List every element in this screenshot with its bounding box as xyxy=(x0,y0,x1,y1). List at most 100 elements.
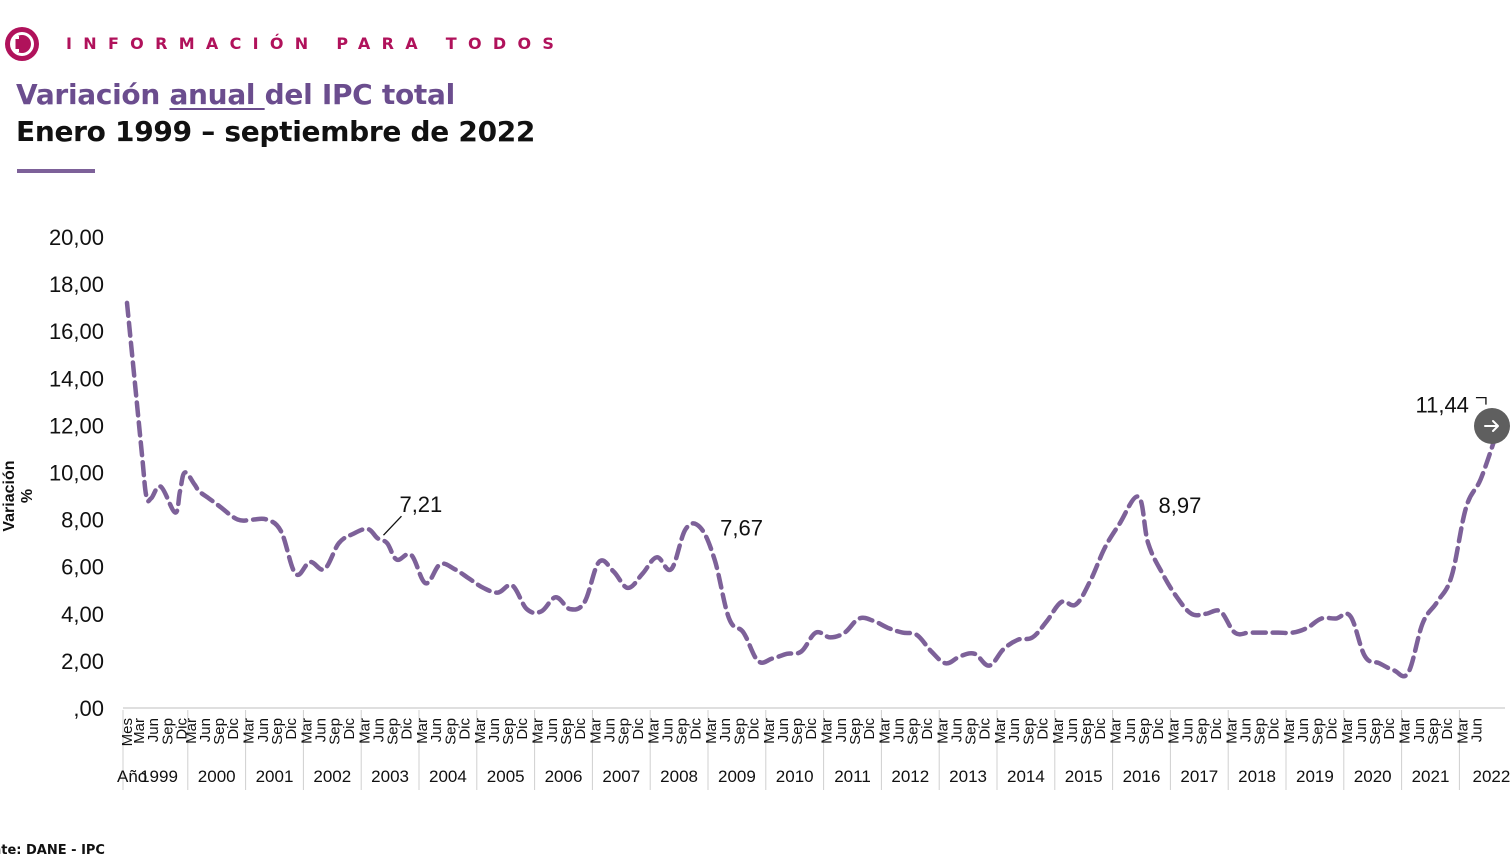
y-tick-label: 6,00 xyxy=(61,555,104,580)
x-month-label-text: Dic xyxy=(977,718,994,740)
x-month-label: Jun xyxy=(1122,718,1139,742)
x-month-label-text: Mar xyxy=(472,718,489,744)
x-month-label-text: Dic xyxy=(456,718,473,740)
x-year-label: 2016 xyxy=(1123,767,1161,786)
x-month-label: Dic xyxy=(1034,718,1051,740)
x-month-label-text: Mar xyxy=(876,718,893,744)
x-month-label-text: Mar xyxy=(819,718,836,744)
x-month-label-text: Mar xyxy=(356,718,373,744)
x-month-label-text: Mar xyxy=(1223,718,1240,744)
x-month-label-text: Jun xyxy=(1180,718,1197,742)
x-month-label: Dic xyxy=(803,718,820,740)
x-month-label: Mar xyxy=(414,718,431,744)
x-month-label: Dic xyxy=(688,718,705,740)
x-month-label-text: Dic xyxy=(1150,718,1167,740)
data-label: 11,44 xyxy=(1416,393,1469,418)
x-year-label: 2003 xyxy=(371,767,409,786)
y-axis-title-line-1: Variación xyxy=(1,460,18,531)
x-year-label: 2020 xyxy=(1354,767,1392,786)
x-month-label-text: Dic xyxy=(341,718,358,740)
x-month-label: Dic xyxy=(173,718,190,740)
x-month-label-text: Mar xyxy=(131,718,148,744)
x-month-label: Jun xyxy=(1237,718,1254,742)
x-month-label-text: Sep xyxy=(500,718,517,745)
x-month-label-text: Jun xyxy=(1411,718,1428,742)
x-year-header: Año xyxy=(117,767,147,786)
x-month-label: Sep xyxy=(1251,718,1268,745)
x-year-label: 2019 xyxy=(1296,767,1334,786)
x-month-label: Mar xyxy=(1281,718,1298,744)
x-month-label: Dic xyxy=(341,718,358,740)
x-month-label-text: Jun xyxy=(891,718,908,742)
x-month-label-text: Dic xyxy=(283,718,300,740)
x-month-label: Sep xyxy=(384,718,401,745)
y-tick-label: 20,00 xyxy=(49,225,104,250)
x-month-label: Dic xyxy=(399,718,416,740)
x-month-label: Sep xyxy=(1136,718,1153,745)
x-month-label: Sep xyxy=(789,718,806,745)
x-month-label: Sep xyxy=(847,718,864,745)
x-year-label: 1999 xyxy=(140,767,178,786)
x-year-label: 2010 xyxy=(776,767,814,786)
x-month-label-text: Mar xyxy=(992,718,1009,744)
x-month-label-text: Sep xyxy=(847,718,864,745)
data-label: 8,97 xyxy=(1159,493,1202,518)
x-month-label-text: Jun xyxy=(1064,718,1081,742)
y-axis-title: Variación% xyxy=(1,460,36,531)
x-month-label: Jun xyxy=(1295,718,1312,742)
x-month-label-text: Dic xyxy=(572,718,589,740)
x-month-label-text: Mar xyxy=(530,718,547,744)
x-month-label-text: Jun xyxy=(313,718,330,742)
x-month-label-text: Mar xyxy=(1281,718,1298,744)
x-month-label: Dic xyxy=(861,718,878,740)
x-month-label-text: Dic xyxy=(630,718,647,740)
x-month-label: Sep xyxy=(500,718,517,745)
x-month-label-text: Dic xyxy=(1323,718,1340,740)
x-month-label-text: Jun xyxy=(1006,718,1023,742)
x-month-label-text: Sep xyxy=(1194,718,1211,745)
y-tick-label: 14,00 xyxy=(49,366,104,391)
x-month-label: Mar xyxy=(992,718,1009,744)
x-year-label: 2015 xyxy=(1065,767,1103,786)
x-month-label: Jun xyxy=(1180,718,1197,742)
x-month-label-text: Mar xyxy=(761,718,778,744)
x-month-label: Dic xyxy=(572,718,589,740)
x-month-label: Jun xyxy=(1411,718,1428,742)
x-month-label-text: Dic xyxy=(919,718,936,740)
brand-header: INFORMACIÓN PARA TODOS xyxy=(4,26,554,62)
x-month-label: Mar xyxy=(587,718,604,744)
x-month-label-text: Jun xyxy=(717,718,734,742)
x-month-label: Dic xyxy=(1323,718,1340,740)
x-month-label-text: Dic xyxy=(173,718,190,740)
x-month-label-text: Dic xyxy=(1034,718,1051,740)
x-month-label: Dic xyxy=(745,718,762,740)
dane-logo-icon xyxy=(5,27,39,61)
x-month-label: Sep xyxy=(1194,718,1211,745)
ipc-line-chart: 20,00 18,00 16,00 14,00 12,00 10,00 8,00 6,00 4,… xyxy=(1,225,1510,790)
x-month-label-text: Jun xyxy=(544,718,561,742)
x-month-label: Dic xyxy=(977,718,994,740)
x-month-label: Dic xyxy=(1208,718,1225,740)
x-year-label: 2014 xyxy=(1007,767,1045,786)
x-month-label-text: Mar xyxy=(1339,718,1356,744)
x-month-label-text: Mar xyxy=(587,718,604,744)
next-button[interactable] xyxy=(1474,408,1510,444)
x-month-label: Mar xyxy=(356,718,373,744)
x-month-label-text: Sep xyxy=(558,718,575,745)
x-month-label-text: Dic xyxy=(861,718,878,740)
x-month-label: Jun xyxy=(486,718,503,742)
x-month-label: Dic xyxy=(283,718,300,740)
x-year-label: 2013 xyxy=(949,767,987,786)
x-month-label-text: Dic xyxy=(745,718,762,740)
x-year-label: 2022 xyxy=(1472,767,1510,786)
x-month-label-text: Sep xyxy=(905,718,922,745)
x-month-label: Jun xyxy=(1353,718,1370,742)
x-month-label-text: Sep xyxy=(1020,718,1037,745)
x-month-label: Mar xyxy=(703,718,720,744)
x-month-label: Mar xyxy=(819,718,836,744)
x-month-label: Jun xyxy=(197,718,214,742)
x-month-label: Sep xyxy=(1309,718,1326,745)
x-month-label: Jun xyxy=(428,718,445,742)
y-axis-title-line-2: % xyxy=(19,489,36,503)
x-month-label-text: Sep xyxy=(1136,718,1153,745)
